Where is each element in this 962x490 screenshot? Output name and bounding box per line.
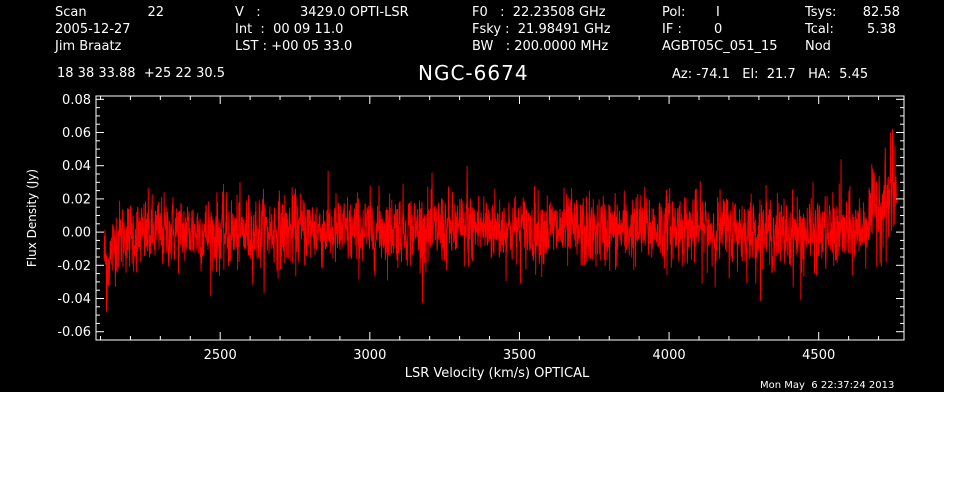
spectrum-trace-layer	[103, 128, 897, 312]
y-tick-label: 0.08	[62, 93, 91, 108]
project-id: AGBT05C_051_15	[662, 39, 778, 54]
if-value: 0	[714, 22, 723, 37]
tsys-label: Tsys:	[805, 5, 837, 20]
axis-ticks: -0.06 -0.04 -0.02 0.00 0.02 0.04 0.06 0.08 2500 3…	[57, 93, 904, 363]
y-tick-label: 0.06	[62, 126, 91, 141]
bandwidth: BW : 200.0000 MHz	[472, 39, 609, 54]
x-tick-label: 3000	[353, 348, 386, 363]
x-tick-label: 2500	[204, 348, 237, 363]
velocity-label: V :	[235, 5, 261, 20]
y-tick-label: 0.02	[62, 192, 91, 207]
lst-time: LST : +00 05 33.0	[235, 39, 353, 54]
source-coordinates: 18 38 33.88 +25 22 30.5	[57, 66, 226, 81]
tsys-value: 82.58	[862, 5, 900, 20]
flux-density-chart: -0.06 -0.04 -0.02 0.00 0.02 0.04 0.06 0.08 2500 3…	[25, 93, 905, 381]
x-axis-label: LSR Velocity (km/s) OPTICAL	[405, 366, 590, 381]
observation-date: 2005-12-27	[55, 22, 131, 37]
integration-time: Int : 00 09 11.0	[235, 22, 344, 37]
spectrum-panel: Scan 22 2005-12-27 Jim Braatz V : 3429.0…	[0, 0, 944, 392]
source-name: NGC-6674	[418, 61, 529, 85]
y-axis-label: Flux Density (Jy)	[25, 169, 39, 267]
plot-timestamp: Mon May 6 22:37:24 2013	[760, 380, 895, 391]
plot-frame	[95, 95, 905, 341]
y-tick-label: -0.06	[57, 325, 91, 340]
y-tick-label: 0.00	[62, 226, 91, 241]
tcal-label: Tcal:	[805, 22, 834, 37]
polarization-value: I	[716, 5, 720, 20]
y-tick-label: -0.02	[57, 259, 91, 274]
spectrum-line	[103, 128, 897, 312]
velocity-value: 3429.0 OPTI-LSR	[300, 5, 409, 20]
sky-frequency: Fsky : 21.98491 GHz	[472, 22, 611, 37]
observing-mode: Nod	[805, 39, 831, 54]
x-tick-label: 4000	[653, 348, 686, 363]
if-label: IF :	[662, 22, 682, 37]
scan-label: Scan	[55, 5, 87, 20]
tcal-value: 5.38	[867, 22, 896, 37]
rest-frequency: F0 : 22.23508 GHz	[472, 5, 606, 20]
x-tick-label: 3500	[503, 348, 536, 363]
x-tick-label: 4500	[802, 348, 835, 363]
observer-name: Jim Braatz	[55, 39, 122, 54]
y-tick-label: -0.04	[57, 292, 91, 307]
y-tick-label: 0.04	[62, 159, 91, 174]
az-el-ha: Az: -74.1 El: 21.7 HA: 5.45	[672, 67, 869, 82]
polarization-label: Pol:	[662, 5, 686, 20]
scan-number: 22	[147, 5, 164, 20]
